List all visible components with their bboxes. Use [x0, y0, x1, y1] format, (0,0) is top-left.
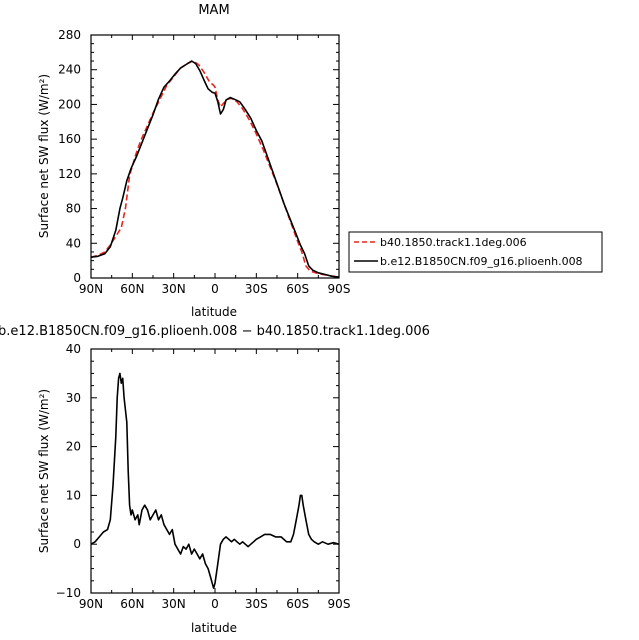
series-line-2 [90, 60, 340, 278]
bottom-axes: 90N 60N 30N 0 30S 60S 90S −10 0 10 20 30 40 [56, 342, 351, 611]
y-tick-label: 80 [66, 202, 81, 216]
x-tick-label: 60N [120, 597, 144, 611]
x-tick-label: 60S [286, 282, 309, 296]
x-tick-label: 0 [211, 282, 219, 296]
bottom-plot-frame [90, 348, 340, 594]
top-plot-frame [90, 34, 340, 279]
legend-label-series-1: b40.1850.track1.1deg.006 [380, 236, 527, 249]
y-tick-label: 40 [66, 236, 81, 250]
top-panel: MAM 90N 60N 30N 0 30S 60S 90S 0 40 80 120 160 200 240… [37, 3, 350, 319]
x-tick-label: 30S [245, 282, 268, 296]
y-tick-label: 240 [58, 63, 81, 77]
y-tick-label: 120 [58, 167, 81, 181]
y-tick-label: 20 [66, 440, 81, 454]
y-tick-label: 40 [66, 342, 81, 356]
bottom-panel: b.e12.B1850CN.f09_g16.plioenh.008 − b40.… [0, 324, 430, 635]
legend-box [348, 231, 603, 273]
y-tick-label: 200 [58, 97, 81, 111]
legend: b40.1850.track1.1deg.006 b.e12.B1850CN.f… [348, 231, 603, 273]
x-tick-label: 30S [245, 597, 268, 611]
top-y-axis-label: Surface net SW flux (W/m²) [37, 74, 51, 238]
x-tick-label: 90S [328, 282, 351, 296]
y-tick-label: 280 [58, 28, 81, 42]
x-tick-label: 90S [328, 597, 351, 611]
bottom-title: b.e12.B1850CN.f09_g16.plioenh.008 − b40.… [0, 324, 430, 339]
bottom-series [90, 372, 340, 589]
x-tick-label: 0 [211, 597, 219, 611]
x-tick-label: 30N [162, 282, 186, 296]
y-tick-label: 30 [66, 391, 81, 405]
bottom-x-axis-label: latitude [191, 621, 237, 635]
y-tick-label: 160 [58, 132, 81, 146]
x-tick-label: 90N [79, 597, 103, 611]
series-line-1 [90, 372, 340, 589]
y-tick-label: 0 [73, 537, 81, 551]
x-tick-label: 90N [79, 282, 103, 296]
top-title: MAM [198, 3, 229, 18]
y-tick-label: 0 [73, 271, 81, 285]
x-tick-label: 60S [286, 597, 309, 611]
bottom-y-axis-label: Surface net SW flux (W/m²) [37, 389, 51, 553]
legend-label-series-2: b.e12.B1850CN.f09_g16.plioenh.008 [380, 255, 583, 268]
y-tick-label: 10 [66, 488, 81, 502]
top-series [90, 60, 340, 278]
top-axes: 90N 60N 30N 0 30S 60S 90S 0 40 80 120 160 200 240 280 [58, 28, 350, 296]
top-x-axis-label: latitude [191, 305, 237, 319]
x-tick-label: 60N [120, 282, 144, 296]
y-tick-label: −10 [56, 586, 81, 600]
x-tick-label: 30N [162, 597, 186, 611]
